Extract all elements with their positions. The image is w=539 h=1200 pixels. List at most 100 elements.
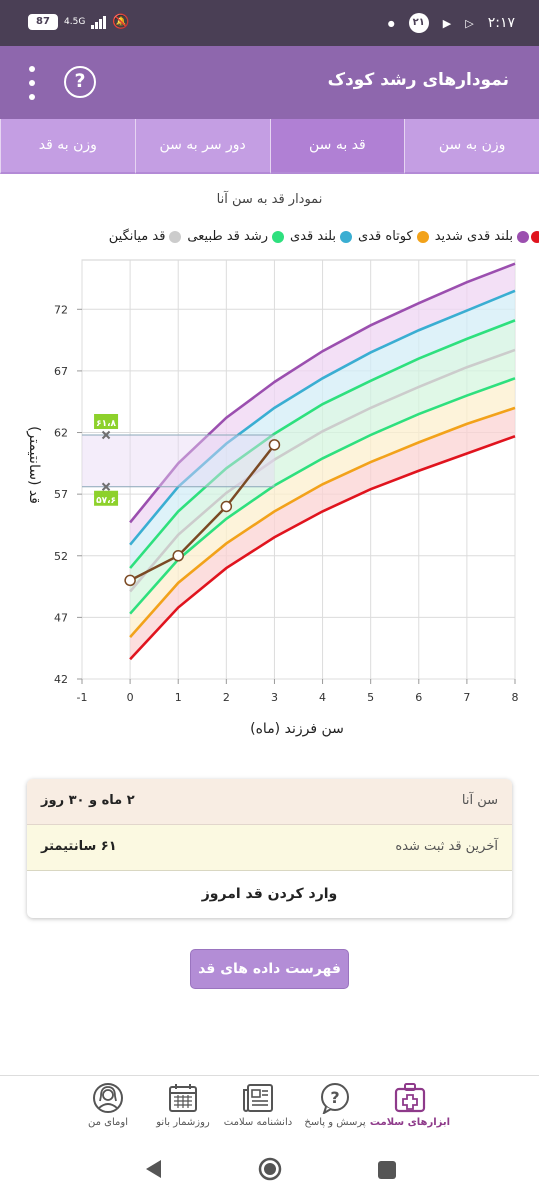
- chart-lines: [129, 262, 516, 661]
- legend-label: کوتاه قدی: [358, 229, 413, 244]
- marker-label-box: [94, 413, 119, 429]
- nav-health-tools[interactable]: ابزارهای سلامت: [365, 1082, 455, 1128]
- nav-profile[interactable]: اومای من: [63, 1082, 153, 1128]
- chart-legend: بلند قدی شدید کوتاه قدی بلند قدی رشد قد …: [109, 229, 529, 244]
- svg-text:?: ?: [330, 1088, 339, 1107]
- battery-icon: 87: [28, 14, 58, 30]
- percentile-line: [129, 377, 516, 615]
- network-type: 4.5G: [64, 16, 86, 27]
- age-row: سن آنا ۲ ماه و ۳۰ روز: [27, 779, 512, 825]
- nav-encyclopedia[interactable]: دانشنامه سلامت: [213, 1082, 303, 1128]
- legend-dot: [272, 230, 285, 243]
- x-tick-label: -1: [77, 691, 88, 704]
- play-icon: ▶: [442, 16, 452, 30]
- legend-dot: [169, 230, 182, 243]
- y-tick-label: 42: [54, 673, 68, 686]
- legend-item-very-tall: بلند قدی شدید: [435, 229, 529, 244]
- nav-label: اومای من: [88, 1117, 128, 1128]
- legend-label: رشد قد طبیعی: [187, 229, 269, 244]
- x-tick-label: 8: [512, 691, 519, 704]
- x-tick-label: 6: [415, 691, 422, 704]
- last-height-row: آخرین قد ثبت شده ۶۱ سانتیمتر: [27, 825, 512, 871]
- percentile-band: [130, 263, 515, 545]
- tab-weight-for-age[interactable]: وزن به سن: [404, 119, 539, 174]
- child-height-point: [268, 439, 281, 451]
- page-title: نمودارهای رشد کودک: [327, 70, 509, 90]
- legend-clipped-dot: [531, 231, 539, 243]
- app-bar: ? نمودارهای رشد کودک: [0, 46, 539, 119]
- height-data-list-button[interactable]: فهرست داده های قد آنا: [190, 949, 349, 1015]
- chart-guides: ۶۱،۸ ۵۷،۶: [82, 413, 275, 506]
- tab-height-for-age[interactable]: قد به سن: [269, 119, 405, 174]
- bottom-nav: ابزارهای سلامت ? پرسش و پاسخ دانشنامه سل…: [0, 1075, 539, 1143]
- percentile-line: [129, 435, 516, 661]
- medical-kit-icon: [394, 1083, 426, 1113]
- percentile-line: [129, 289, 516, 546]
- question-bubble-icon: ?: [321, 1083, 349, 1114]
- x-tick-label: 3: [271, 691, 278, 704]
- legend-dot: [517, 230, 529, 243]
- marker-label: ۶۱،۸: [96, 419, 116, 429]
- legend-item-tall: بلند قدی: [290, 229, 353, 244]
- y-tick-label: 47: [54, 611, 68, 624]
- x-tick-label: 2: [223, 691, 230, 704]
- percentile-line: [129, 406, 516, 638]
- x-tick-label: 4: [319, 691, 326, 704]
- nav-label: روزشمار بانو: [156, 1117, 210, 1128]
- status-bar: 87 4.5G 🔕 ● ۲۱ ▶ ▷ ۲:۱۷: [0, 0, 539, 46]
- legend-item-short: کوتاه قدی: [358, 229, 429, 244]
- notification-count: ۲۱: [408, 13, 429, 33]
- marker-label-box: [94, 490, 119, 506]
- marker-cross: [101, 430, 111, 440]
- nav-calendar[interactable]: روزشمار بانو: [138, 1082, 228, 1128]
- signal-icon: [91, 15, 107, 29]
- back-icon[interactable]: [143, 1158, 163, 1180]
- nav-questions[interactable]: ? پرسش و پاسخ: [290, 1082, 380, 1128]
- legend-label: قد میانگین: [108, 229, 166, 244]
- overflow-menu-icon[interactable]: [27, 66, 37, 100]
- tab-head-for-age[interactable]: دور سر به سن: [134, 119, 270, 174]
- y-tick-label: 67: [54, 365, 68, 378]
- enter-today-height-button[interactable]: وارد کردن قد امروز: [201, 886, 338, 902]
- x-tick-label: 1: [175, 691, 182, 704]
- legend-label: بلند قدی شدید: [434, 229, 513, 244]
- guide-region: [82, 434, 275, 487]
- y-tick-label: 57: [54, 488, 68, 501]
- x-axis-label: سن فرزند (ماه): [250, 721, 344, 737]
- woman-avatar-icon: [93, 1083, 123, 1113]
- percentile-band: [130, 349, 515, 614]
- child-height-point: [172, 550, 184, 562]
- tab-weight-for-height[interactable]: وزن به قد: [0, 119, 135, 174]
- child-series: [124, 439, 281, 587]
- play-outline-icon: ▷: [465, 16, 474, 30]
- status-right: ● ۲۱ ▶ ▷ ۲:۱۷: [388, 13, 515, 33]
- home-icon[interactable]: [258, 1157, 282, 1181]
- child-height-point: [220, 500, 233, 513]
- y-tick-label: 62: [54, 427, 68, 440]
- nav-label: ابزارهای سلامت: [369, 1117, 451, 1128]
- x-tick-label: 0: [127, 691, 134, 704]
- percentile-band: [130, 320, 515, 592]
- y-tick-label: 52: [54, 550, 68, 563]
- calendar-icon: [169, 1084, 197, 1112]
- legend-label: بلند قدی: [290, 229, 337, 244]
- legend-dot: [416, 230, 429, 243]
- newspaper-icon: [243, 1084, 273, 1112]
- nav-label: پرسش و پاسخ: [304, 1117, 366, 1128]
- x-tick-label: 7: [463, 691, 470, 704]
- legend-dot: [340, 230, 353, 243]
- last-height-value: ۶۱ سانتیمتر: [41, 839, 117, 854]
- clock: ۲:۱۷: [487, 15, 515, 31]
- percentile-line: [129, 348, 516, 593]
- y-tick-label: 72: [54, 303, 68, 316]
- child-height-line: [129, 444, 276, 582]
- age-value: ۲ ماه و ۳۰ روز: [41, 793, 135, 808]
- help-button[interactable]: ?: [64, 66, 96, 98]
- dot-icon: ●: [387, 18, 395, 28]
- percentile-line: [129, 262, 516, 524]
- percentile-band: [130, 378, 515, 638]
- chart-tabs: وزن به سن قد به سن دور سر به سن وزن به ق…: [0, 119, 539, 174]
- recent-apps-icon[interactable]: [377, 1160, 397, 1180]
